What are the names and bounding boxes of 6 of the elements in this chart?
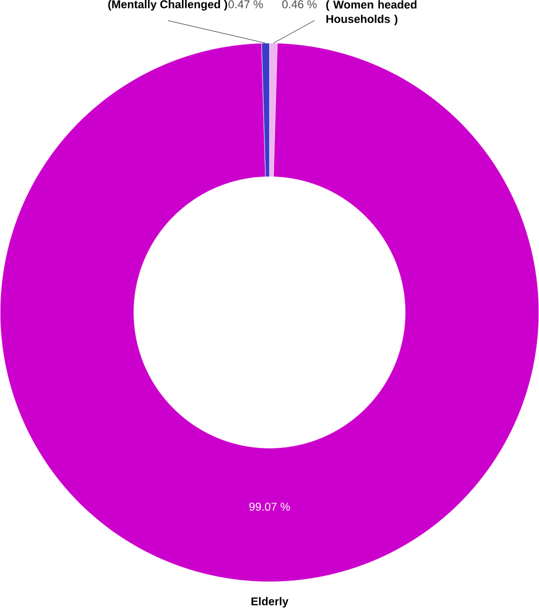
slice-label: Elderly xyxy=(252,597,288,608)
slice-label: (Mentally Challenged ) xyxy=(108,0,228,11)
slice-label: ( Women headed Households ) xyxy=(326,0,416,26)
data-label: 0.47 % xyxy=(228,0,263,8)
data-label: 99.07 % xyxy=(249,502,290,511)
data-label: 0.46 % xyxy=(282,0,317,8)
